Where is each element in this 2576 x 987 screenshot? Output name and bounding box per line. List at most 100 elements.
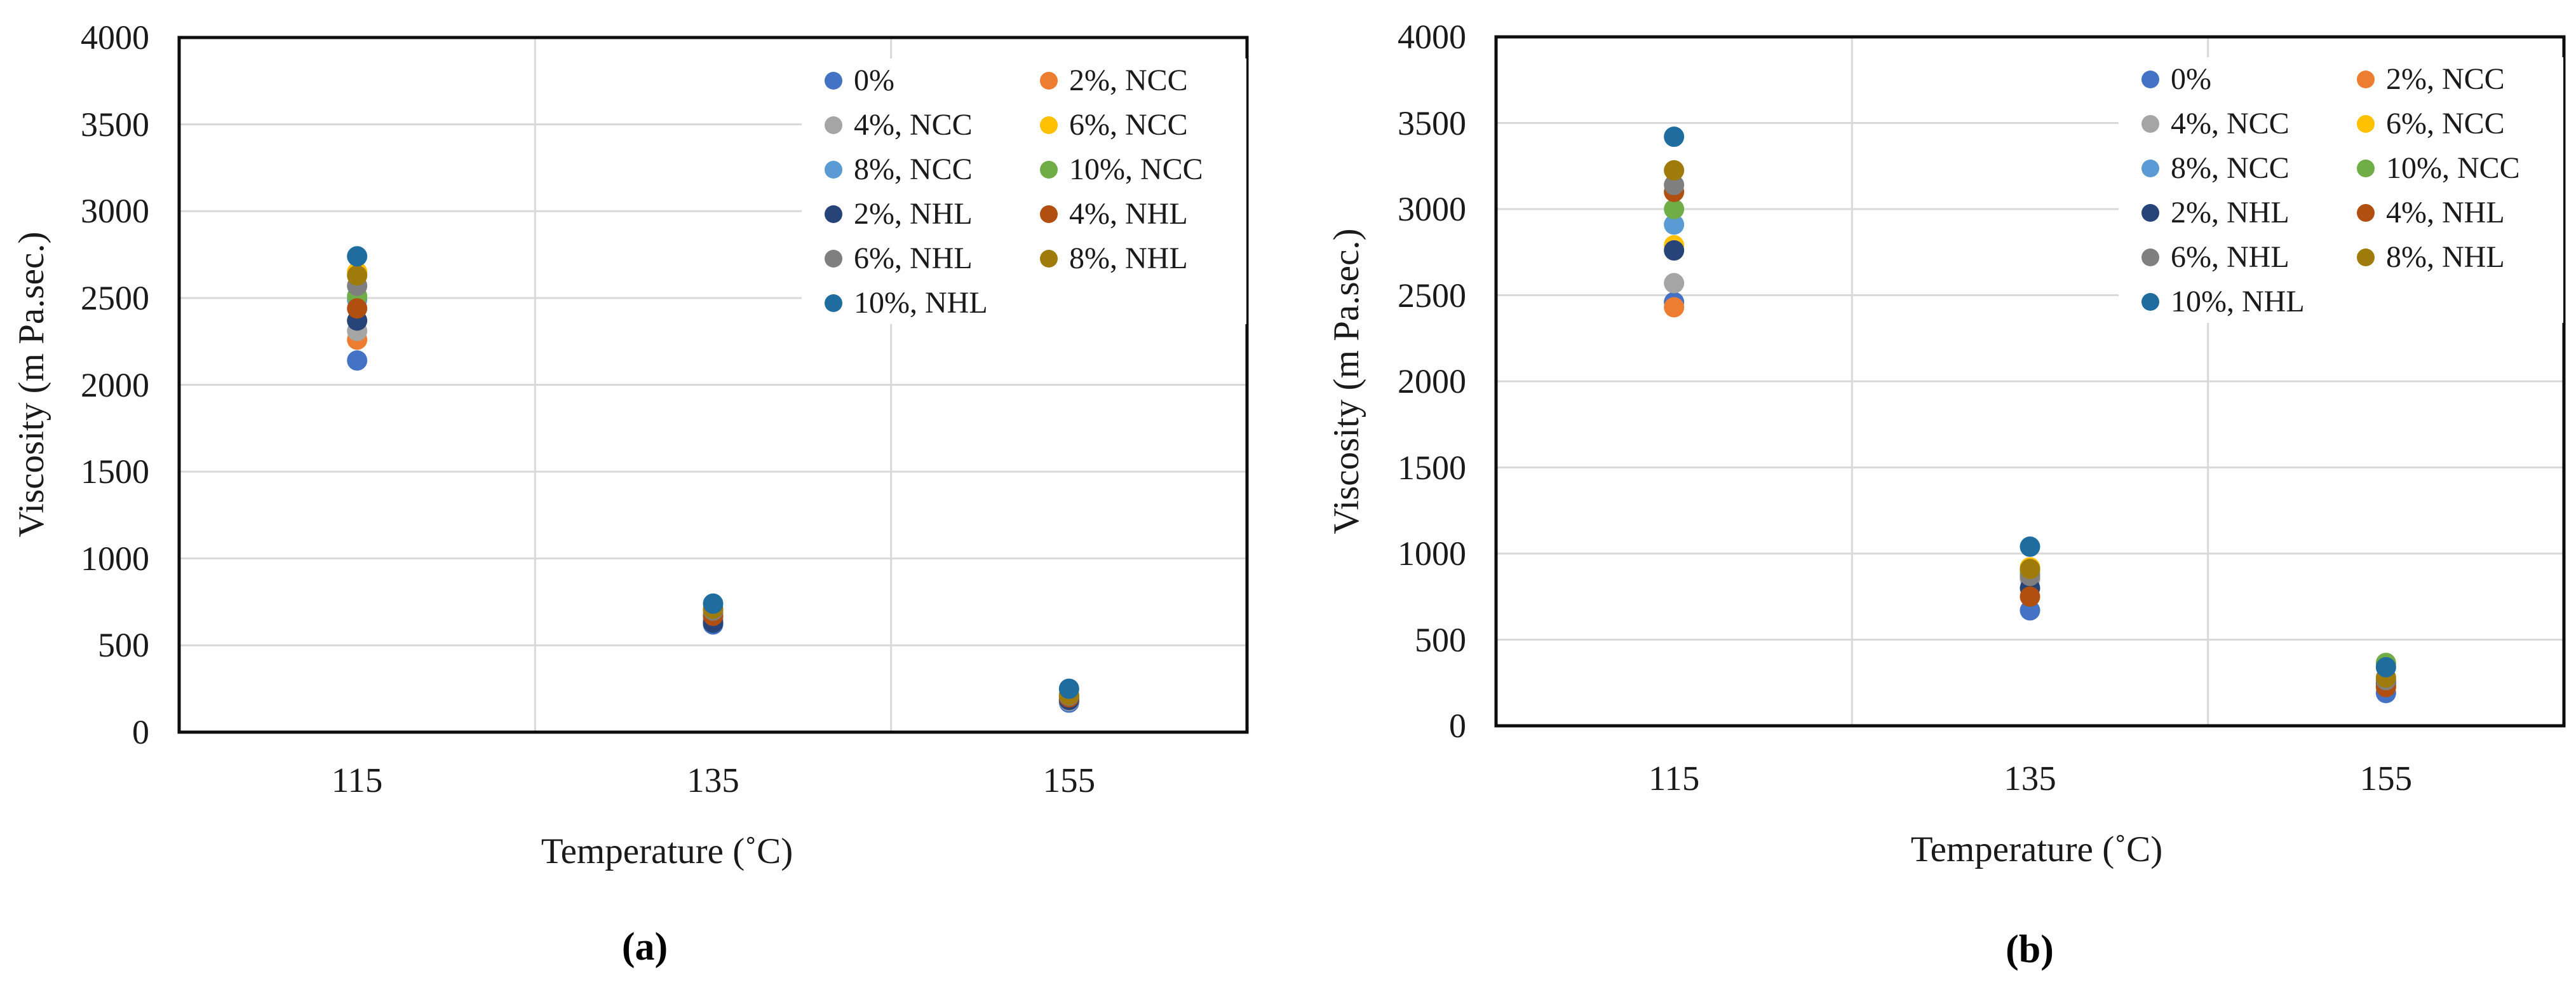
legend-label: 6%, NCC (1069, 108, 1188, 142)
x-axis-title-b: Temperature (˚C) (1910, 829, 2163, 869)
legend-label: 4%, NCC (2171, 107, 2289, 140)
legend-marker-icon (2357, 160, 2375, 177)
x-axis-title-a: Temperature (˚C) (541, 831, 793, 871)
data-point-2-ncc (1664, 297, 1685, 318)
legend-item: 2%, NCC (1040, 62, 1250, 100)
legend-marker-icon (1040, 72, 1058, 90)
y-tick-label: 3500 (81, 105, 149, 144)
legend-item: 8%, NCC (2141, 149, 2351, 187)
legend-item: 6%, NCC (1040, 106, 1250, 144)
y-tick-label: 3000 (1398, 190, 1466, 228)
x-tick-label: 155 (1042, 761, 1096, 800)
legend-label: 8%, NCC (854, 153, 973, 186)
x-tick-label: 155 (2359, 759, 2413, 798)
legend-label: 6%, NHL (2171, 240, 2289, 274)
legend-marker-icon (1040, 205, 1058, 223)
legend-item: 8%, NHL (2357, 238, 2566, 276)
legend-label: 10%, NCC (1069, 153, 1203, 186)
y-tick-label: 1000 (81, 539, 149, 578)
legend-marker-icon (2357, 204, 2375, 222)
legend-label: 8%, NHL (2386, 240, 2505, 274)
data-point-10-nhl (2375, 657, 2396, 677)
legend-label: 0% (854, 64, 894, 97)
data-point-6-nhl (1664, 175, 1685, 196)
y-tick-label: 3000 (81, 192, 149, 231)
legend-item: 6%, NHL (825, 240, 1034, 278)
y-tick-label: 1500 (1398, 448, 1466, 487)
legend-item: 6%, NHL (2141, 238, 2351, 276)
y-tick-label: 2000 (1398, 362, 1466, 400)
data-point-10-nhl (1058, 678, 1079, 699)
legend-item: 10%, NHL (825, 284, 1034, 322)
y-tick-label: 500 (1415, 620, 1466, 659)
data-point-4-nhl (2020, 586, 2040, 607)
legend-marker-icon (2141, 293, 2159, 311)
legend-label: 4%, NHL (1069, 197, 1188, 231)
legend-label: 2%, NCC (1069, 64, 1188, 97)
legend-marker-icon (2357, 115, 2375, 133)
y-tick-label: 2500 (81, 278, 149, 317)
legend-marker-icon (1040, 161, 1058, 179)
x-tick-label: 135 (687, 761, 739, 800)
y-tick-label: 3500 (1398, 104, 1466, 142)
legend-label: 8%, NHL (1069, 242, 1188, 275)
y-tick-label: 500 (98, 626, 149, 665)
data-point-10-nhl (347, 246, 368, 267)
legend-item: 8%, NCC (825, 151, 1034, 189)
y-tick-label: 4000 (1398, 18, 1466, 56)
legend: 0% 2%, NCC 4%, NCC 6%, NCC 8%, NCC 10%, NCC 2%… (2119, 57, 2563, 323)
y-tick-label: 0 (132, 713, 149, 751)
legend-marker-icon (825, 116, 842, 134)
y-tick-label: 4000 (81, 18, 149, 57)
legend-marker-icon (1040, 250, 1058, 268)
x-tick-label: 115 (1648, 759, 1700, 798)
legend-marker-icon (2141, 115, 2159, 133)
chart-panel-a: Viscosity (m Pa.sec.) Temperature (˚C) (… (11, 18, 1250, 969)
legend-marker-icon (825, 294, 842, 312)
plot-border (177, 36, 1249, 734)
x-tick-label: 115 (331, 761, 383, 800)
y-tick-label: 1000 (1398, 534, 1466, 573)
plot-area-a (177, 36, 1249, 734)
legend-item: 0% (2141, 60, 2351, 99)
legend-item: 10%, NCC (1040, 151, 1250, 189)
data-point-8-ncc (1664, 214, 1685, 235)
y-tick-label: 1500 (81, 453, 149, 491)
data-point-8-nhl (2020, 559, 2040, 580)
data-point-4-ncc (1664, 273, 1685, 294)
panel-caption-a: (a) (621, 925, 668, 969)
legend-item: 4%, NCC (825, 106, 1034, 144)
legend-marker-icon (825, 205, 842, 223)
x-tick-label: 135 (2004, 759, 2056, 798)
data-point-10-nhl (1664, 126, 1685, 147)
legend-marker-icon (2141, 248, 2159, 266)
legend-marker-icon (2141, 71, 2159, 88)
legend-label: 8%, NCC (2171, 151, 2289, 185)
legend-label: 2%, NHL (2171, 196, 2289, 229)
legend-item: 2%, NHL (2141, 194, 2351, 232)
legend-marker-icon (825, 250, 842, 268)
y-tick-label: 2000 (81, 365, 149, 404)
legend-item: 2%, NHL (825, 195, 1034, 233)
panel-caption-b: (b) (2006, 928, 2054, 971)
legend-item: 4%, NHL (1040, 195, 1250, 233)
legend-item: 8%, NHL (1040, 240, 1250, 278)
data-point-2-nhl (1664, 240, 1685, 261)
legend-marker-icon (2357, 71, 2375, 88)
legend-label: 6%, NCC (2386, 107, 2505, 140)
data-point-10-ncc (1664, 199, 1685, 219)
legend-item: 0% (825, 62, 1034, 100)
chart-panel-b: Viscosity (m Pa.sec.) Temperature (˚C) (… (1290, 0, 2576, 987)
legend-item: 10%, NHL (2141, 283, 2351, 321)
legend-item: 10%, NCC (2357, 149, 2566, 187)
y-tick-label: 0 (1449, 707, 1466, 745)
legend-marker-icon (1040, 116, 1058, 134)
data-point-10-nhl (703, 593, 724, 614)
data-point-8-nhl (347, 265, 368, 286)
legend-label: 10%, NHL (2171, 285, 2305, 318)
legend-marker-icon (2141, 160, 2159, 177)
legend-label: 6%, NHL (854, 242, 973, 275)
legend-label: 10%, NCC (2386, 151, 2520, 185)
legend-marker-icon (2357, 248, 2375, 266)
